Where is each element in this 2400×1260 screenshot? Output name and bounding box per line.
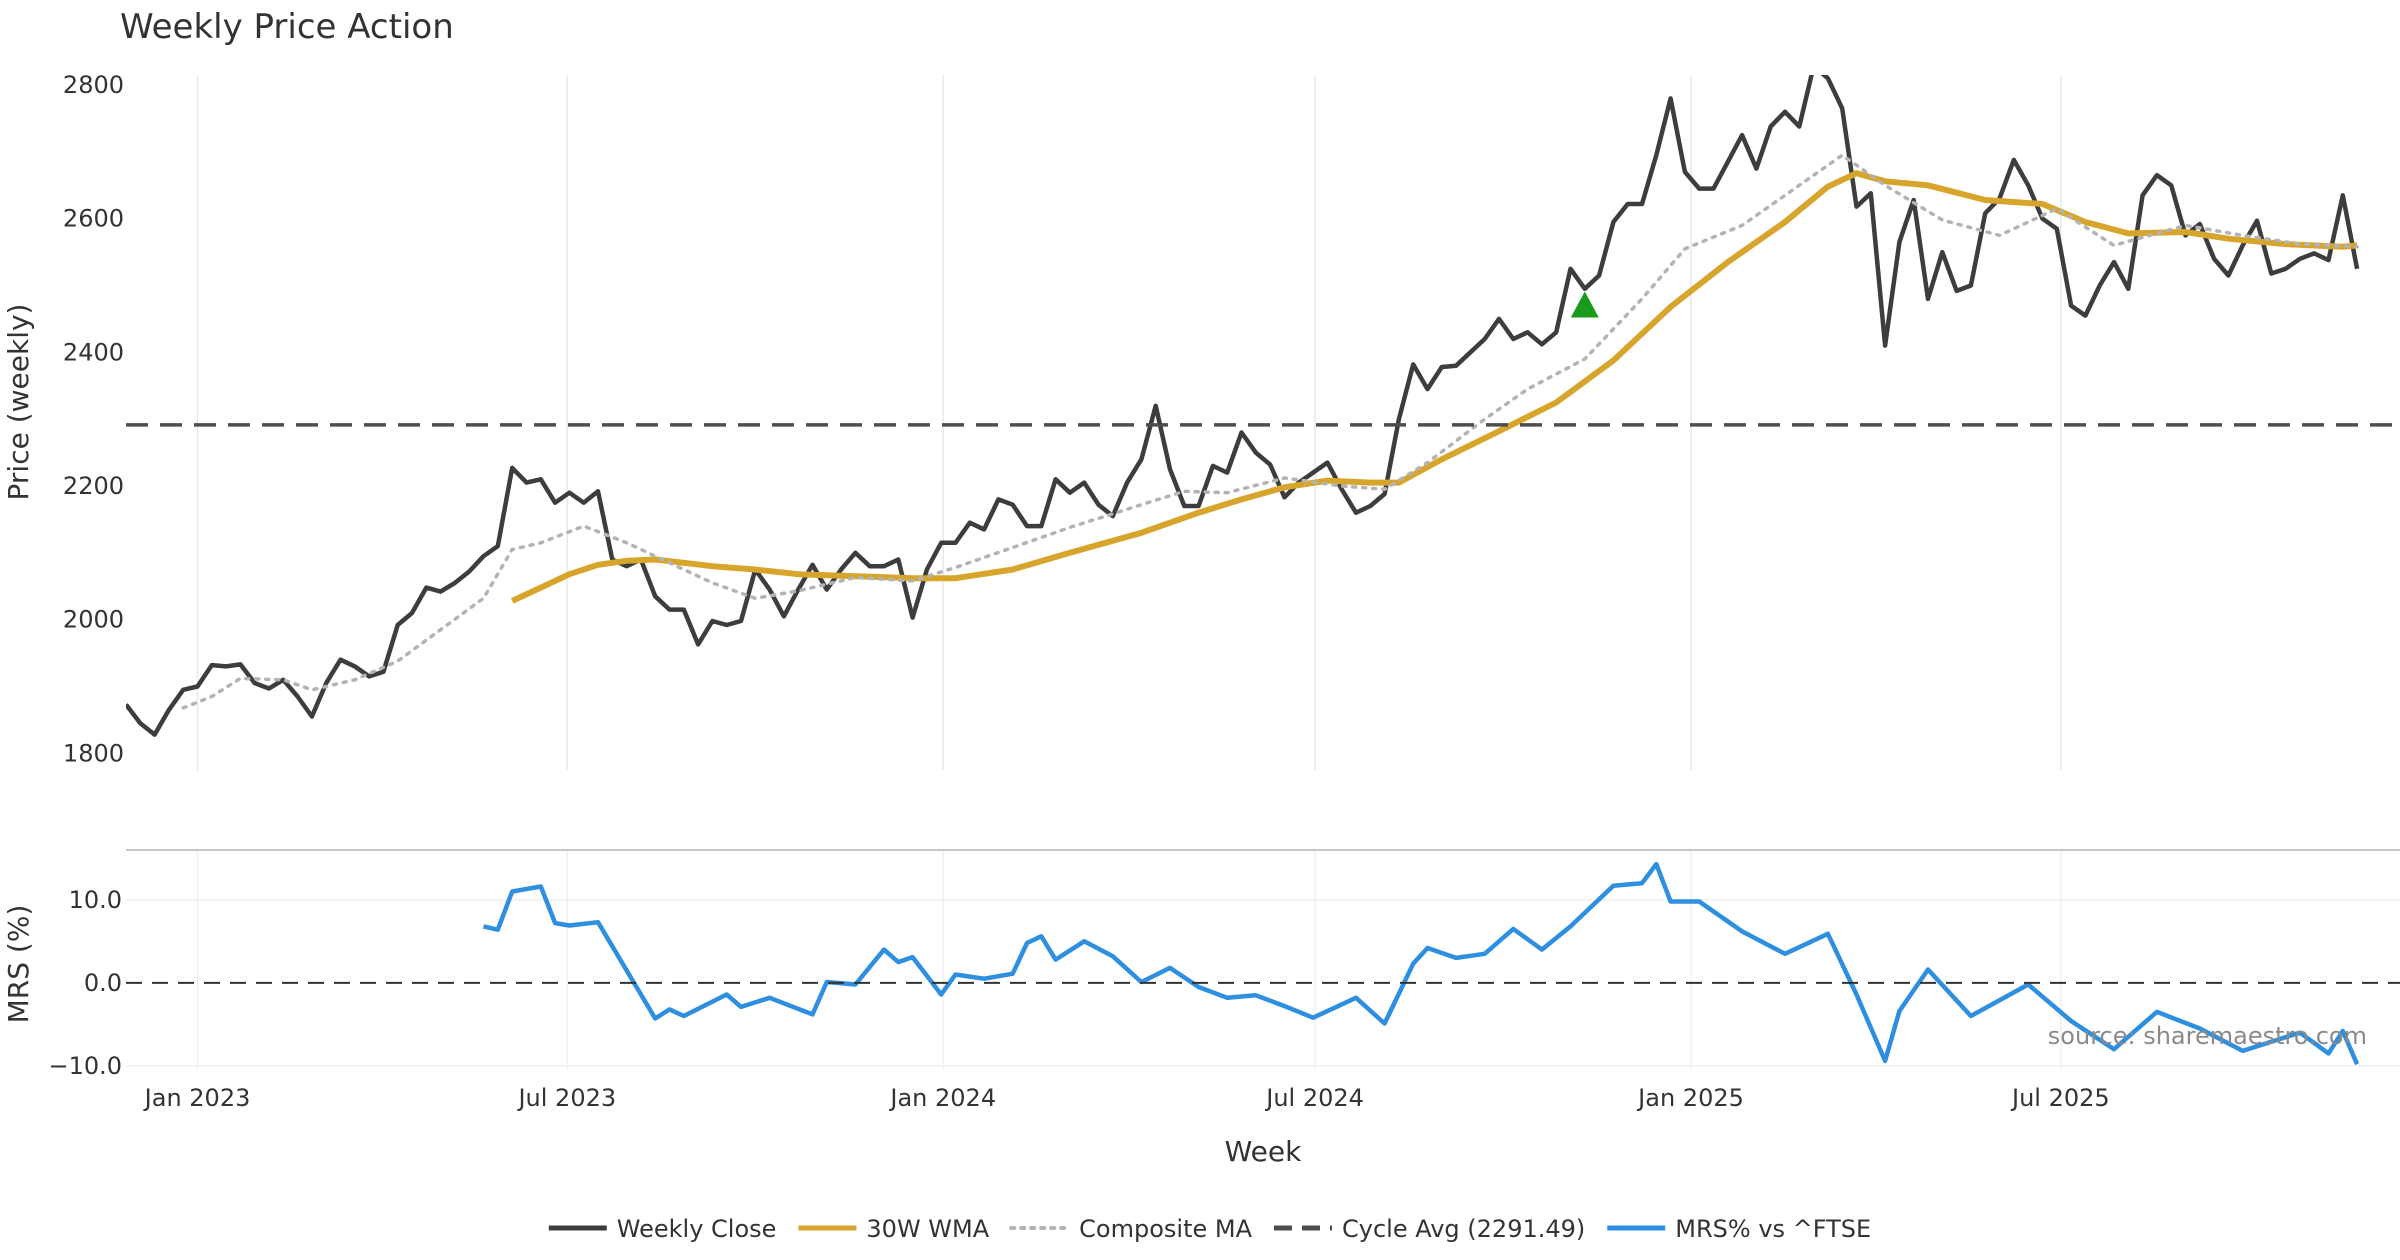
legend-item-mrs-vs-ftse: MRS% vs ^FTSE <box>1607 1215 1871 1243</box>
price-y-tick-label: 1800 <box>63 739 124 767</box>
x-ticks: Jan 2023 Jul 2023 Jan 2024 Jul 2024 Jan 2025… <box>143 1084 2110 1112</box>
mrs-y-axis-title: MRS (%) <box>2 905 35 1024</box>
x-tick-label: Jul 2024 <box>1264 1084 1364 1112</box>
buy-signal-marker <box>1570 291 1599 318</box>
x-tick-label: Jul 2025 <box>2010 1084 2110 1112</box>
chart-title: Weekly Price Action <box>120 7 454 47</box>
x-tick-label: Jan 2023 <box>143 1084 251 1112</box>
legend-item-composite-ma: Composite MA <box>1009 1215 1253 1243</box>
legend-label: MRS% vs ^FTSE <box>1675 1215 1871 1243</box>
price-y-tick-label: 2400 <box>63 338 124 366</box>
legend: Weekly Close 30W WMA Composite MA Cycle Avg… <box>548 1215 1871 1243</box>
series-line-30w-wma <box>510 170 2358 604</box>
watermark-text: source: sharemaestro.com <box>2048 1022 2367 1050</box>
mrs-panel <box>126 861 2400 1066</box>
x-tick-label: Jan 2025 <box>1636 1084 1744 1112</box>
price-y-axis-title: Price (weekly) <box>2 304 35 501</box>
mrs-y-tick-label: −10.0 <box>48 1052 122 1080</box>
legend-label: Composite MA <box>1079 1215 1252 1243</box>
x-tick-label: Jul 2023 <box>516 1084 616 1112</box>
legend-label: Cycle Avg (2291.49) <box>1342 1215 1585 1243</box>
legend-item-cycle-avg-2291-49: Cycle Avg (2291.49) <box>1274 1215 1585 1243</box>
price-y-tick-label: 2600 <box>63 205 124 233</box>
price-panel <box>126 75 2400 737</box>
legend-label: Weekly Close <box>617 1215 777 1243</box>
mrs-y-tick-label: 0.0 <box>84 969 122 997</box>
price-y-tick-label: 2800 <box>63 71 124 99</box>
legend-label: 30W WMA <box>866 1215 989 1243</box>
series-line-weekly-close <box>126 75 2360 737</box>
mrs-y-ticks: −10.0 0.0 10.0 <box>48 886 122 1080</box>
legend-item-30w-wma: 30W WMA <box>798 1215 990 1243</box>
price-y-tick-label: 2200 <box>63 472 124 500</box>
legend-item-weekly-close: Weekly Close <box>548 1215 777 1243</box>
price-y-tick-label: 2000 <box>63 606 124 634</box>
series-line-mrs-vs-ftse <box>482 861 2360 1066</box>
price-y-ticks: 1800 2000 2200 2400 2600 2800 <box>63 71 124 767</box>
x-axis-title: Week <box>1225 1135 1302 1168</box>
mrs-y-tick-label: 10.0 <box>69 886 122 914</box>
x-tick-label: Jan 2024 <box>888 1084 996 1112</box>
series-line-composite-ma <box>181 153 2359 710</box>
grid-layer <box>126 75 2400 1070</box>
